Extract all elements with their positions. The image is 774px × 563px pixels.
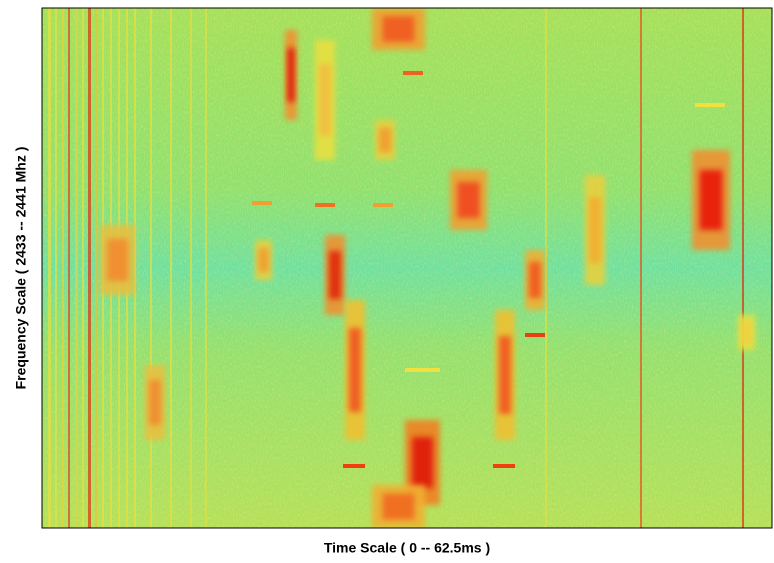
blob <box>287 48 295 102</box>
blob <box>329 251 341 299</box>
blob <box>529 262 541 298</box>
blob <box>258 248 269 272</box>
stripe <box>190 8 192 528</box>
x-axis-label: Time Scale ( 0 -- 62.5ms ) <box>324 540 490 556</box>
blob <box>349 328 361 412</box>
stripe <box>75 8 78 528</box>
dash <box>343 464 365 468</box>
y-axis-label: Frequency Scale ( 2433 -- 2441 Mhz ) <box>13 147 29 390</box>
dash <box>252 201 272 205</box>
blob <box>382 16 415 42</box>
stripe <box>640 8 642 528</box>
blob <box>741 322 752 343</box>
blob <box>149 380 161 425</box>
blob <box>457 182 480 218</box>
plot-frame <box>41 7 773 529</box>
stripe <box>48 8 51 528</box>
dash <box>525 333 545 337</box>
stripe <box>545 8 547 528</box>
dash <box>373 203 393 207</box>
blob <box>589 197 601 263</box>
blob <box>699 170 723 230</box>
stripe <box>95 8 97 528</box>
stripe <box>205 8 207 528</box>
dash <box>315 203 335 207</box>
stripe <box>55 8 57 528</box>
stripe <box>62 8 64 528</box>
blob <box>107 239 128 281</box>
stripe <box>88 8 91 528</box>
dash <box>493 464 515 468</box>
stripe <box>82 8 84 528</box>
stripe <box>170 8 172 528</box>
blob <box>382 493 415 520</box>
stripe <box>742 8 744 528</box>
dash <box>403 71 423 75</box>
blob <box>379 128 391 152</box>
dash <box>405 368 440 372</box>
stripe <box>68 8 70 528</box>
dash <box>695 103 725 107</box>
blob <box>319 64 331 136</box>
blob <box>499 336 511 414</box>
blob <box>412 437 433 488</box>
spectrogram <box>42 8 772 528</box>
stripe <box>150 8 152 528</box>
